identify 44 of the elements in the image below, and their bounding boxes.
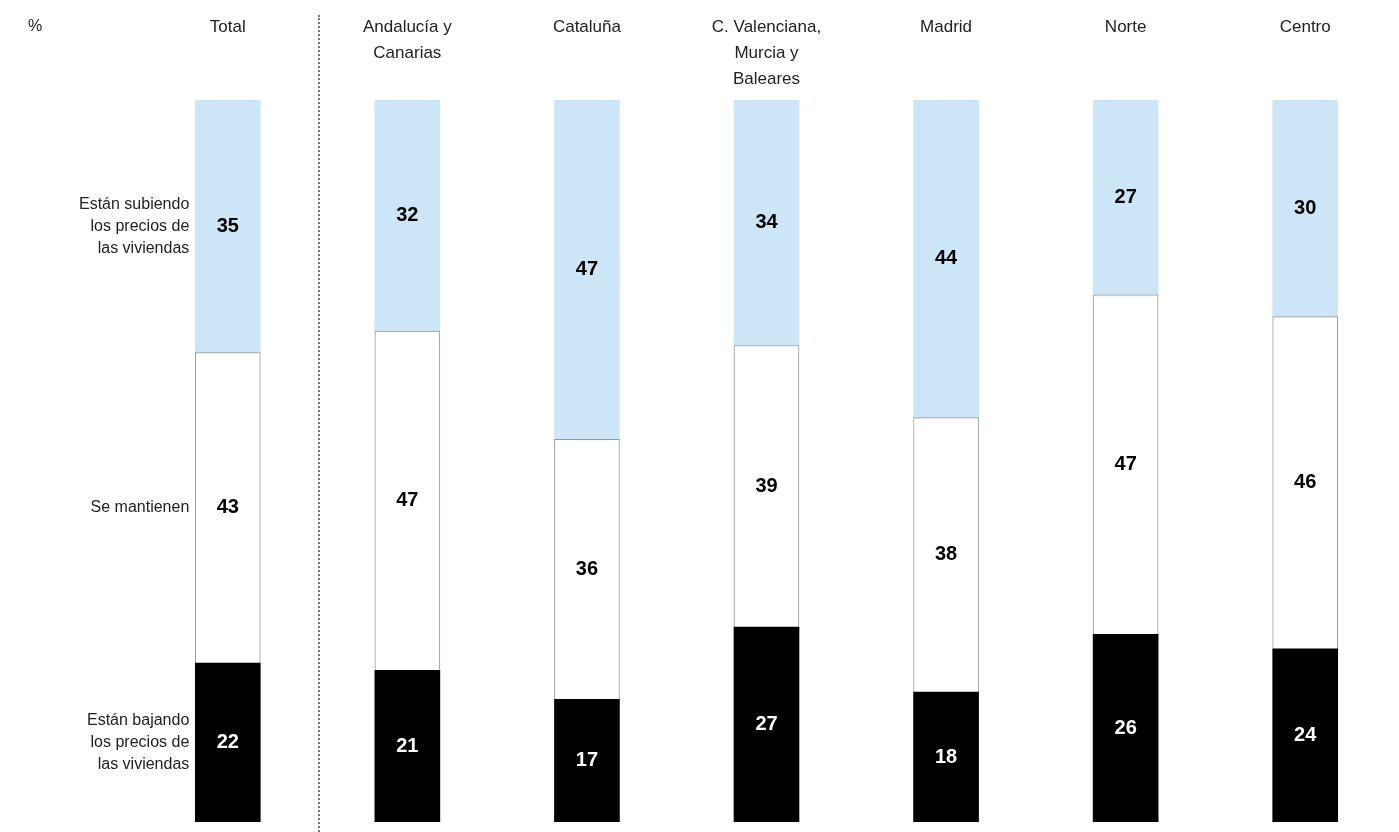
bar bbox=[554, 100, 620, 440]
data-label: 22 bbox=[216, 730, 239, 753]
data-label: 47 bbox=[575, 257, 599, 280]
x-tick-label: Norte bbox=[1104, 16, 1147, 36]
bar bbox=[554, 698, 620, 822]
data-label: 24 bbox=[1294, 722, 1318, 745]
data-label: 32 bbox=[396, 203, 419, 226]
bar bbox=[913, 100, 979, 419]
bar bbox=[1272, 100, 1339, 317]
x-tick-label: Andalucía y Canarias bbox=[362, 16, 453, 62]
series-label: Se mantienen bbox=[90, 498, 190, 516]
bar bbox=[1092, 633, 1159, 822]
data-label: 30 bbox=[1294, 195, 1317, 218]
bar bbox=[194, 662, 261, 822]
data-label: 43 bbox=[216, 495, 239, 518]
data-label: 47 bbox=[1114, 452, 1137, 475]
series-label: Están subiendo los precios de las viviendas bbox=[78, 194, 190, 256]
data-label: 47 bbox=[396, 488, 419, 511]
data-label: 46 bbox=[1294, 470, 1317, 493]
series-label: Están bajando los precios de las viviendas bbox=[86, 710, 190, 772]
bar bbox=[1092, 100, 1159, 296]
x-tick-label: Centro bbox=[1279, 16, 1331, 36]
x-tick-label: C. Valenciana, Murcia y Baleares bbox=[711, 16, 822, 88]
text: % bbox=[28, 17, 43, 35]
bar bbox=[1272, 648, 1339, 822]
data-label: 27 bbox=[1114, 184, 1137, 207]
bar bbox=[374, 670, 441, 822]
data-label: 26 bbox=[1114, 715, 1137, 738]
data-label: 21 bbox=[396, 733, 419, 756]
data-label: 38 bbox=[934, 542, 958, 565]
data-label: 44 bbox=[934, 246, 959, 269]
data-label: 39 bbox=[755, 473, 778, 496]
data-label: 35 bbox=[216, 213, 239, 236]
x-tick-label: Total bbox=[209, 16, 246, 36]
data-label: 27 bbox=[755, 712, 778, 735]
bar bbox=[194, 100, 261, 354]
data-label: 34 bbox=[755, 210, 779, 233]
data-label: 36 bbox=[575, 556, 599, 579]
bar bbox=[913, 691, 979, 822]
x-tick-label: Cataluña bbox=[552, 16, 622, 36]
bar bbox=[374, 100, 441, 332]
data-label: 18 bbox=[934, 744, 958, 767]
x-tick-label: Madrid bbox=[920, 16, 973, 36]
data-label: 17 bbox=[575, 748, 599, 771]
